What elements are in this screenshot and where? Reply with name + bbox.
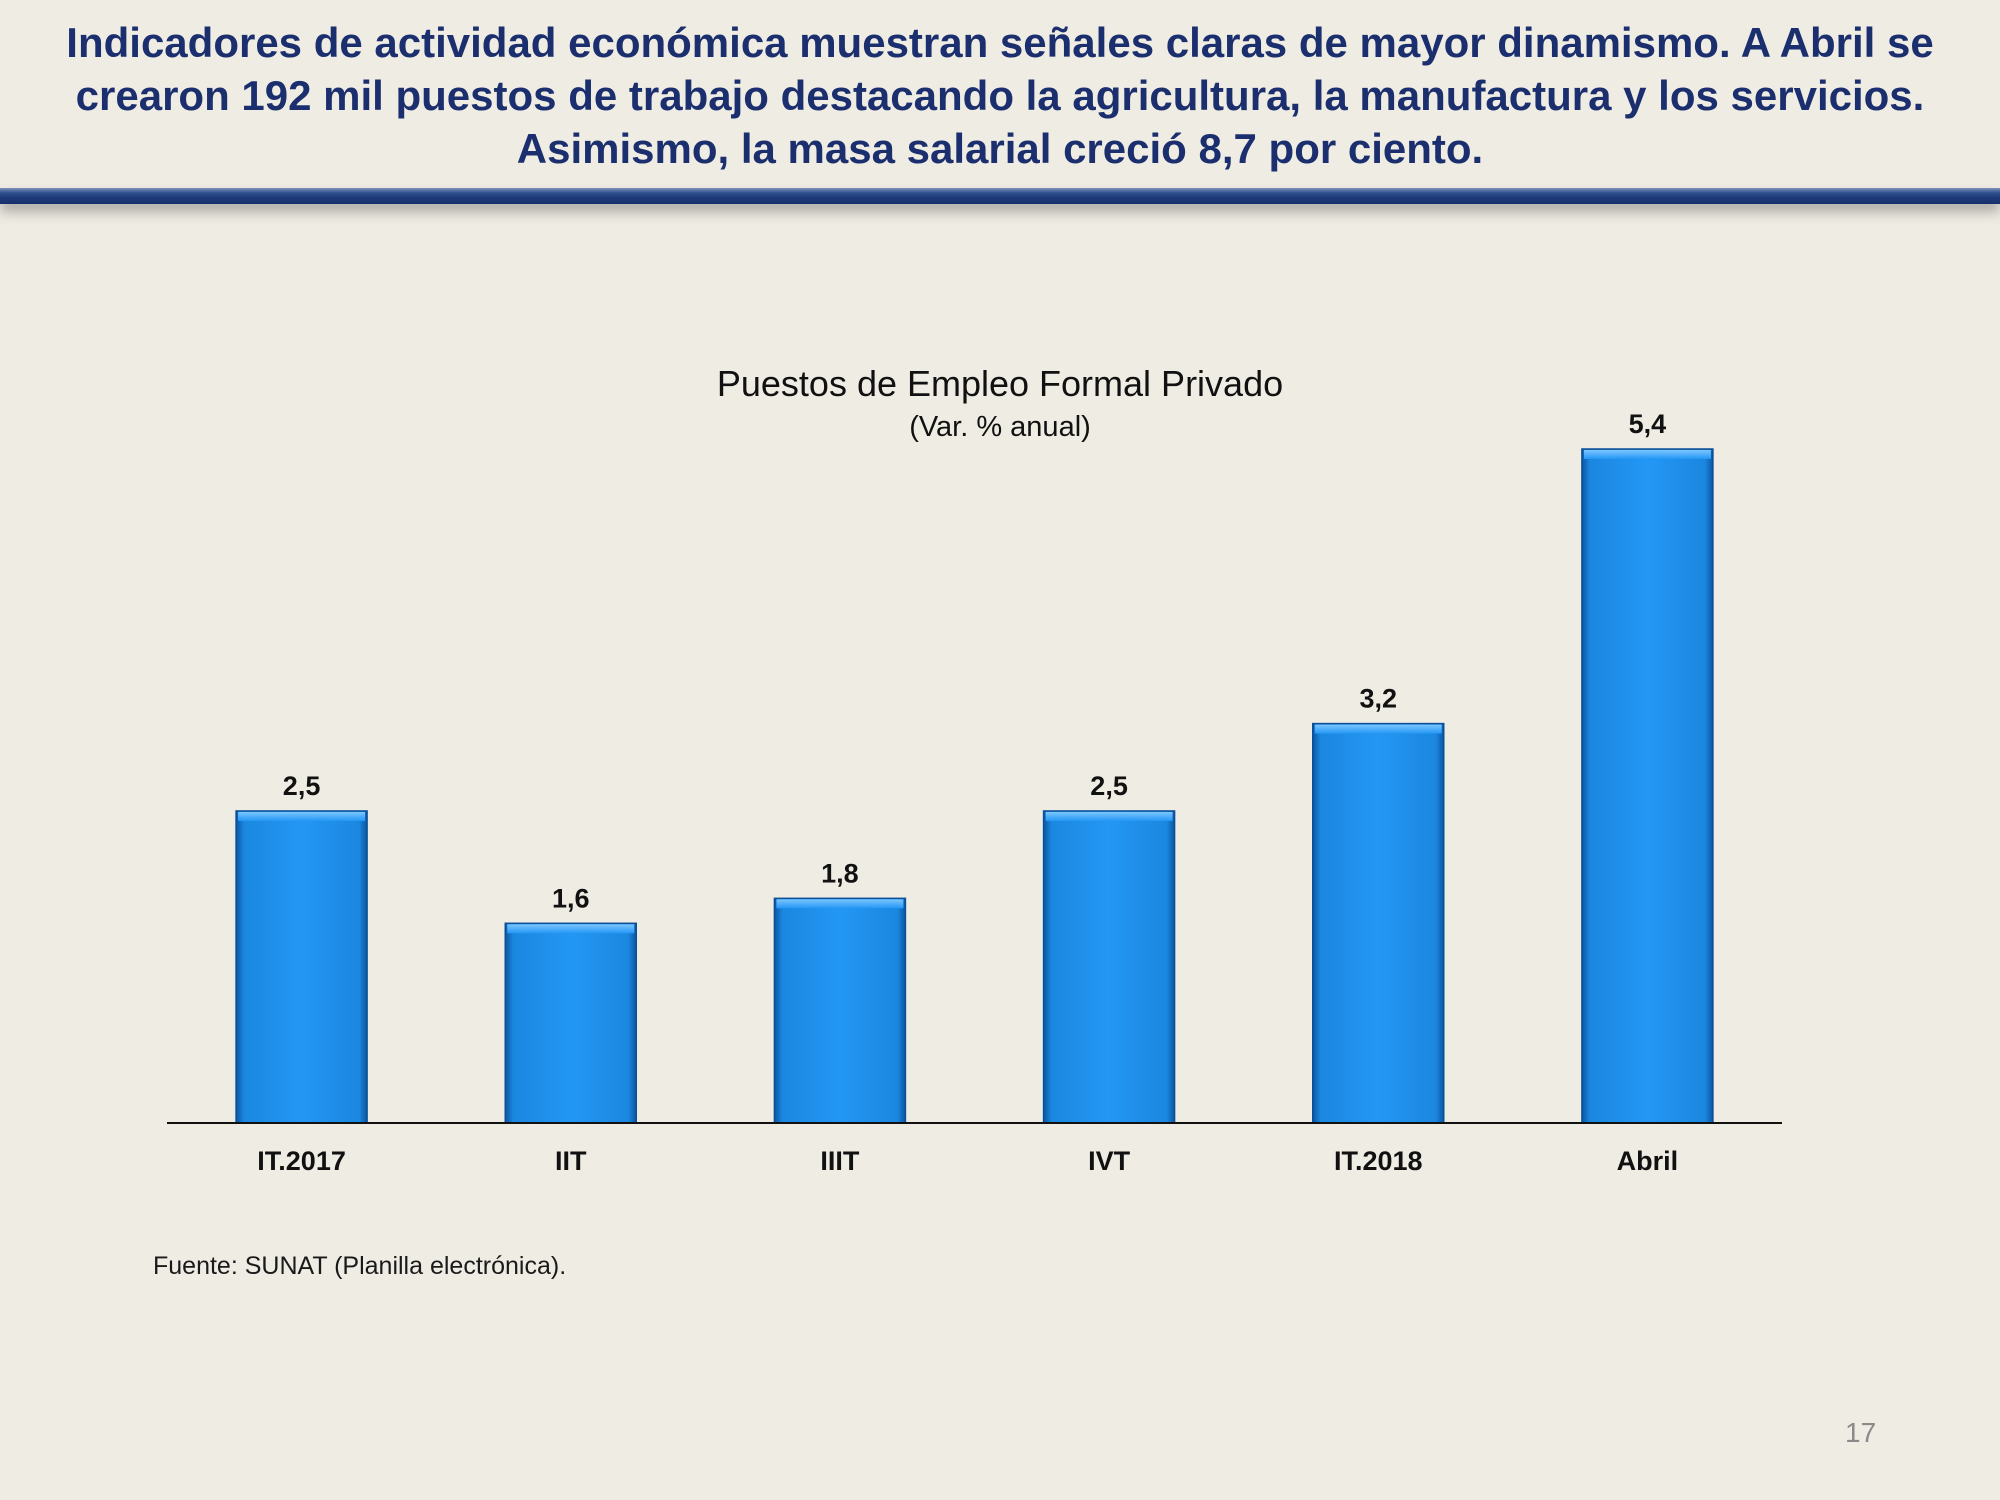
data-label-2: 1,6: [552, 883, 590, 913]
bar-3: [773, 897, 907, 1124]
data-label-4: 2,5: [1090, 771, 1128, 801]
x-tick-label-5: IT.2018: [1334, 1146, 1423, 1176]
bar-2: [504, 922, 637, 1124]
bar-4: [1042, 810, 1176, 1124]
bar-1: [235, 810, 368, 1124]
x-tick-label-6: Abril: [1617, 1146, 1679, 1176]
x-tick-label-2: IIT: [555, 1146, 587, 1176]
bar-5: [1312, 722, 1445, 1124]
header-divider: [0, 188, 2000, 204]
data-label-6: 5,4: [1629, 409, 1667, 439]
page-number: 17: [1845, 1417, 1877, 1448]
chart-title: Puestos de Empleo Formal Privado: [717, 363, 1283, 404]
headline-text: Indicadores de actividad económica muest…: [66, 18, 1934, 172]
bar-6: [1581, 448, 1714, 1124]
source-note: Fuente: SUNAT (Planilla electrónica).: [153, 1252, 567, 1280]
x-tick-labels-group: IT.2017 IIT IIIT IVT IT.2018 Abril: [257, 1146, 1678, 1176]
data-label-5: 3,2: [1359, 684, 1397, 714]
data-labels-group: 2,5 1,6 1,8 2,5 3,2 5,4: [283, 409, 1666, 913]
data-label-3: 1,8: [821, 858, 859, 888]
x-tick-label-3: IIIT: [820, 1146, 860, 1176]
bars-group: [235, 448, 1714, 1124]
x-tick-label-4: IVT: [1088, 1146, 1131, 1176]
headline-box: Indicadores de actividad económica muest…: [0, 0, 2000, 190]
data-label-1: 2,5: [283, 771, 321, 801]
chart-subtitle: (Var. % anual): [909, 411, 1091, 443]
x-tick-label-1: IT.2017: [257, 1146, 346, 1176]
